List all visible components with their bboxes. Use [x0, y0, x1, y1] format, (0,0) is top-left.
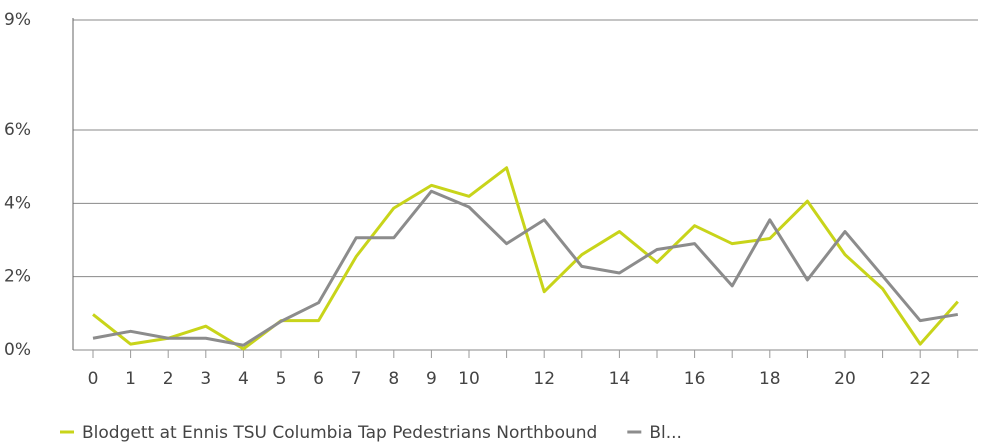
x-tick-label: 16 — [684, 369, 706, 389]
x-tick-label: 6 — [313, 369, 324, 389]
series-line — [92, 166, 959, 351]
y-tick-label: 9% — [4, 10, 31, 30]
y-tick-label: 2% — [4, 267, 31, 287]
y-tick-label: 6% — [4, 120, 31, 140]
legend-label: Blodgett at Ennis TSU Columbia Tap Pedes… — [82, 423, 597, 443]
x-tick-label: 7 — [351, 369, 362, 389]
x-tick-label: 8 — [388, 369, 399, 389]
y-tick-label: 0% — [4, 340, 31, 360]
x-tick-label: 20 — [834, 369, 856, 389]
x-tick-label: 0 — [88, 369, 99, 389]
x-tick-label: 22 — [909, 369, 931, 389]
y-tick-label: 4% — [4, 193, 31, 213]
x-tick-label: 10 — [458, 369, 480, 389]
x-tick-label: 18 — [759, 369, 781, 389]
x-tick-label: 4 — [238, 369, 249, 389]
x-tick-label: 5 — [276, 369, 287, 389]
x-tick-label: 12 — [533, 369, 555, 389]
x-tick-label: 2 — [163, 369, 174, 389]
x-tick-label: 1 — [125, 369, 136, 389]
legend-label: Bl... — [649, 423, 682, 443]
x-tick-label: 3 — [200, 369, 211, 389]
series-line — [92, 189, 959, 347]
x-tick-label: 14 — [609, 369, 631, 389]
x-tick-label: 9 — [426, 369, 437, 389]
